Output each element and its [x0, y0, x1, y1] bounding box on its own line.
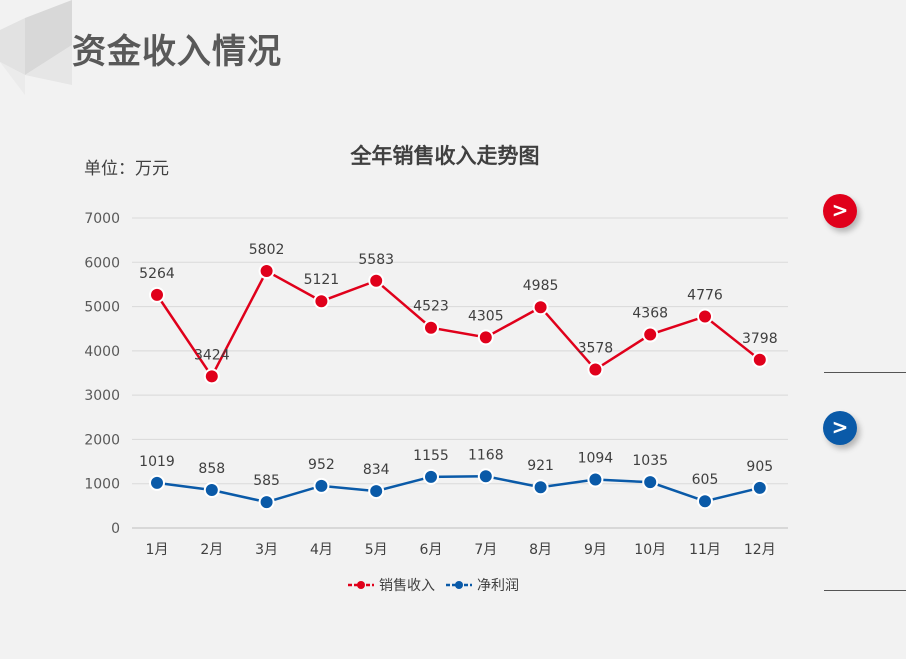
x-tick-label: 8月 — [529, 542, 552, 558]
x-tick-label: 6月 — [420, 542, 443, 558]
data-point — [203, 368, 220, 385]
chevron-right-icon[interactable]: > — [823, 194, 857, 228]
legend-marker — [357, 581, 365, 589]
data-label: 5583 — [358, 252, 394, 268]
data-point — [587, 361, 604, 378]
data-label: 858 — [198, 461, 225, 477]
data-label: 3798 — [742, 331, 778, 347]
data-label: 1019 — [139, 454, 175, 470]
data-label: 952 — [308, 457, 335, 473]
data-label: 3578 — [578, 341, 614, 357]
data-label: 4368 — [632, 306, 668, 322]
y-tick-label: 5000 — [84, 300, 120, 316]
data-point — [587, 471, 604, 488]
series-line — [156, 475, 761, 504]
data-label: 605 — [692, 472, 719, 488]
y-tick-label: 6000 — [84, 255, 120, 271]
divider — [824, 372, 906, 373]
data-label: 5802 — [249, 242, 285, 258]
data-label: 1035 — [632, 453, 668, 469]
data-point — [423, 468, 439, 485]
x-tick-label: 9月 — [584, 542, 607, 558]
x-tick-label: 3月 — [255, 542, 278, 558]
data-label: 3424 — [194, 347, 230, 363]
legend-label: 销售收入 — [379, 578, 435, 594]
data-label: 905 — [746, 459, 773, 475]
data-label: 1168 — [468, 447, 504, 463]
series-line — [155, 269, 761, 379]
data-point — [313, 293, 330, 310]
data-label: 834 — [363, 462, 390, 478]
data-label: 5264 — [139, 266, 175, 282]
data-point — [751, 479, 768, 496]
chart-title: 全年销售收入走势图 — [350, 144, 540, 168]
data-point — [258, 263, 275, 280]
data-point — [423, 319, 439, 336]
data-point — [751, 351, 768, 368]
x-tick-label: 4月 — [310, 542, 333, 558]
y-tick-label: 1000 — [84, 477, 120, 493]
data-point — [532, 479, 549, 496]
data-label: 1094 — [578, 451, 614, 467]
divider — [824, 590, 906, 591]
data-point — [532, 299, 549, 316]
x-tick-label: 11月 — [689, 542, 721, 558]
data-label: 1155 — [413, 448, 449, 464]
legend-marker — [455, 581, 463, 589]
data-label: 4305 — [468, 308, 504, 324]
x-tick-label: 5月 — [365, 542, 388, 558]
data-point — [368, 272, 385, 289]
y-tick-label: 0 — [111, 521, 120, 537]
y-tick-label: 4000 — [84, 344, 120, 360]
data-point — [697, 493, 713, 510]
x-tick-label: 12月 — [744, 542, 776, 558]
y-tick-label: 3000 — [84, 388, 120, 404]
unit-label: 单位：万元 — [84, 159, 169, 179]
x-tick-label: 1月 — [146, 542, 169, 558]
data-point — [149, 286, 165, 303]
x-tick-label: 10月 — [634, 542, 666, 558]
data-label: 4776 — [687, 287, 723, 303]
data-point — [477, 329, 494, 346]
data-point — [203, 482, 220, 499]
data-label: 4523 — [413, 299, 449, 315]
data-point — [149, 474, 165, 491]
data-point — [642, 326, 659, 343]
data-point — [697, 308, 713, 325]
data-label: 5121 — [304, 272, 340, 288]
legend-label: 净利润 — [477, 578, 519, 594]
x-tick-label: 2月 — [200, 542, 223, 558]
data-label: 4985 — [523, 278, 559, 294]
data-point — [258, 494, 275, 511]
x-tick-label: 7月 — [474, 542, 497, 558]
data-point — [477, 468, 494, 485]
data-label: 585 — [253, 473, 280, 489]
data-label: 921 — [527, 458, 554, 474]
page-title: 资金收入情况 — [72, 32, 282, 72]
chevron-right-icon[interactable]: > — [823, 411, 857, 445]
data-point — [313, 477, 330, 494]
data-point — [368, 483, 385, 500]
data-point — [642, 474, 659, 491]
y-tick-label: 2000 — [84, 432, 120, 448]
y-tick-label: 7000 — [84, 211, 120, 227]
